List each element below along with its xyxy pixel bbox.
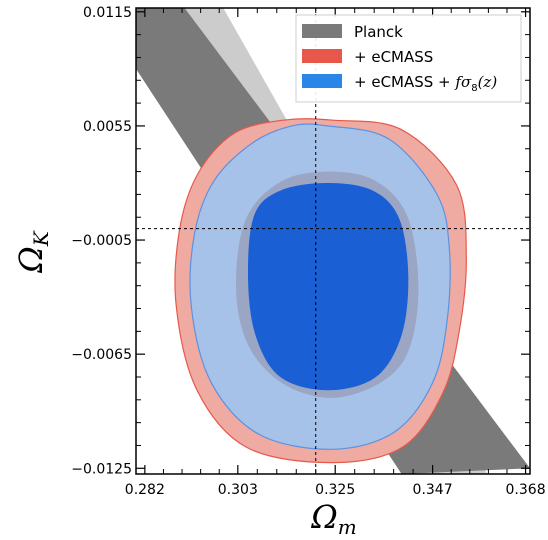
legend-label-ecmass: + eCMASS <box>354 48 433 66</box>
legend: Planck + eCMASS + eCMASS + fσ8(z) <box>295 14 522 103</box>
x-axis-label-subscript: m <box>338 515 357 539</box>
legend-math-sub: 8 <box>471 83 477 94</box>
legend-swatch-ecmass-fsigma8 <box>302 74 342 88</box>
y-tick-label: −0.0005 <box>71 233 132 249</box>
legend-label-planck: Planck <box>354 23 403 41</box>
legend-swatch-ecmass <box>302 49 342 63</box>
x-tick-label: 0.325 <box>315 482 355 498</box>
ecmass-fsigma8-inner-contour <box>247 183 409 391</box>
x-tick-label: 0.368 <box>506 482 546 498</box>
legend-math-tail: (z) <box>478 73 498 91</box>
legend-math-fsigma: fσ <box>454 73 472 91</box>
y-axis-label: ΩK <box>12 230 53 274</box>
y-tick-label: −0.0065 <box>71 347 132 363</box>
y-tick-label: 0.0055 <box>83 119 132 135</box>
plot-frame <box>135 7 531 475</box>
legend-label-ecmass-fsigma8: + eCMASS + fσ8(z) <box>354 73 497 94</box>
x-tick-label: 0.282 <box>125 482 165 498</box>
legend-swatch-planck <box>302 24 342 38</box>
y-tick-label: 0.0115 <box>83 5 132 21</box>
x-tick-label: 0.303 <box>218 482 258 498</box>
y-tick-label: −0.0125 <box>71 461 132 477</box>
tick-labels: 0.282 0.303 0.325 0.347 0.368 0.0115 0.0055 −0.… <box>71 5 545 498</box>
y-axis-label-subscript: K <box>29 230 53 247</box>
x-tick-label: 0.347 <box>413 482 453 498</box>
x-axis-label: Ωm <box>310 498 357 539</box>
